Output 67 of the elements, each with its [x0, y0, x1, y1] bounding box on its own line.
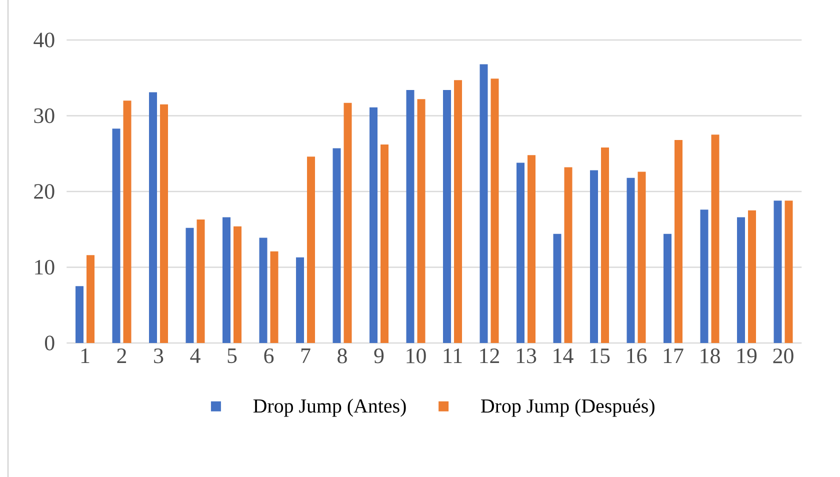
bar: [149, 92, 158, 343]
bar: [553, 234, 562, 343]
x-tick-label: 6: [264, 348, 274, 364]
x-tick-label: 13: [516, 348, 536, 364]
bar: [784, 200, 793, 343]
y-tick-label: 10: [35, 260, 54, 275]
bar: [344, 102, 352, 343]
y-tick-label: 30: [34, 108, 54, 124]
x-tick-label: 19: [737, 348, 757, 364]
bar: [296, 257, 304, 343]
x-tick-label: 20: [773, 348, 794, 364]
bar: [700, 210, 708, 343]
x-tick-label: 8: [338, 348, 347, 364]
bar: [406, 90, 414, 343]
bar: [638, 172, 646, 343]
bar: [112, 128, 120, 343]
bar: [664, 234, 672, 343]
y-tick-label: 40: [34, 32, 54, 48]
bar: [123, 100, 132, 343]
bar: [380, 144, 389, 343]
bar: [370, 107, 378, 343]
x-tick-label: 16: [627, 348, 647, 364]
bar: [454, 80, 462, 343]
x-tick-label: 1: [81, 348, 90, 363]
bar: [307, 156, 316, 343]
x-tick-label: 15: [590, 348, 610, 364]
x-tick-label: 18: [700, 348, 720, 364]
x-tick-label: 5: [228, 348, 237, 364]
bar: [160, 104, 168, 343]
bar: [234, 226, 242, 343]
bar: [564, 167, 572, 343]
y-tick-label: 20: [34, 184, 54, 199]
bar: [480, 64, 488, 343]
x-tick-label: 4: [190, 348, 200, 363]
bar: [737, 217, 746, 343]
bar: [259, 238, 268, 343]
legend-label: Drop Jump (Antes): [253, 398, 406, 417]
bar: [516, 162, 525, 343]
bar: [748, 210, 756, 343]
bar: [196, 220, 205, 343]
x-tick-label: 3: [154, 348, 164, 364]
x-tick-label: 11: [444, 348, 462, 363]
x-tick-label: 12: [480, 348, 500, 364]
bar: [528, 155, 536, 343]
bar: [626, 178, 635, 343]
x-tick-label: 9: [374, 348, 384, 364]
bar: [590, 170, 598, 343]
bar: [443, 90, 452, 343]
bar: [417, 99, 426, 343]
bar: [601, 148, 610, 343]
x-tick-label: 7: [301, 348, 310, 363]
bar: [186, 228, 194, 343]
x-tick-label: 2: [117, 348, 126, 364]
bar: [490, 78, 499, 343]
bar: [270, 251, 278, 343]
bar: [222, 217, 231, 343]
x-tick-label: 14: [554, 348, 574, 363]
bar: [332, 148, 341, 343]
bar: [86, 255, 95, 343]
bar: [774, 200, 782, 343]
x-tick-label: 10: [406, 348, 426, 364]
bar: [76, 286, 84, 343]
bar: [674, 140, 683, 343]
x-tick-label: 17: [664, 348, 684, 363]
legend-label: Drop Jump (Después): [481, 398, 654, 417]
y-tick-label: 0: [44, 336, 54, 350]
bar: [711, 134, 720, 343]
